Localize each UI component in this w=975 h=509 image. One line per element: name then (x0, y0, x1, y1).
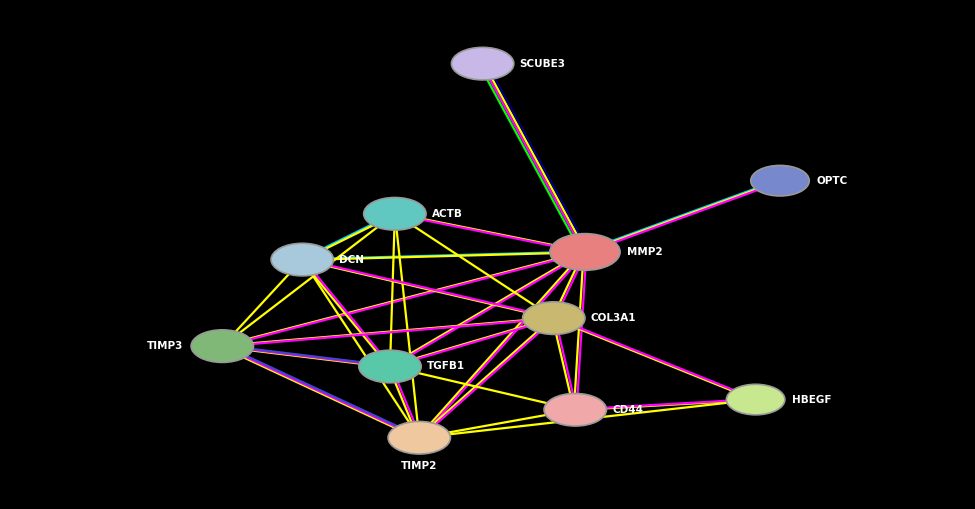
Text: DCN: DCN (339, 254, 365, 265)
Circle shape (191, 330, 254, 362)
Circle shape (451, 47, 514, 80)
Text: TGFB1: TGFB1 (427, 361, 465, 372)
Text: TIMP2: TIMP2 (401, 461, 438, 471)
Text: ACTB: ACTB (432, 209, 463, 219)
Circle shape (364, 197, 426, 230)
Text: TIMP3: TIMP3 (147, 341, 183, 351)
Circle shape (388, 421, 450, 454)
Text: CD44: CD44 (612, 405, 644, 415)
Circle shape (523, 302, 585, 334)
Text: OPTC: OPTC (816, 176, 847, 186)
Text: MMP2: MMP2 (627, 247, 663, 257)
Circle shape (550, 234, 620, 270)
Circle shape (359, 350, 421, 383)
Circle shape (544, 393, 606, 426)
Circle shape (726, 384, 785, 415)
Circle shape (751, 165, 809, 196)
Text: HBEGF: HBEGF (792, 394, 832, 405)
Text: SCUBE3: SCUBE3 (520, 59, 566, 69)
Circle shape (271, 243, 333, 276)
Text: COL3A1: COL3A1 (591, 313, 637, 323)
